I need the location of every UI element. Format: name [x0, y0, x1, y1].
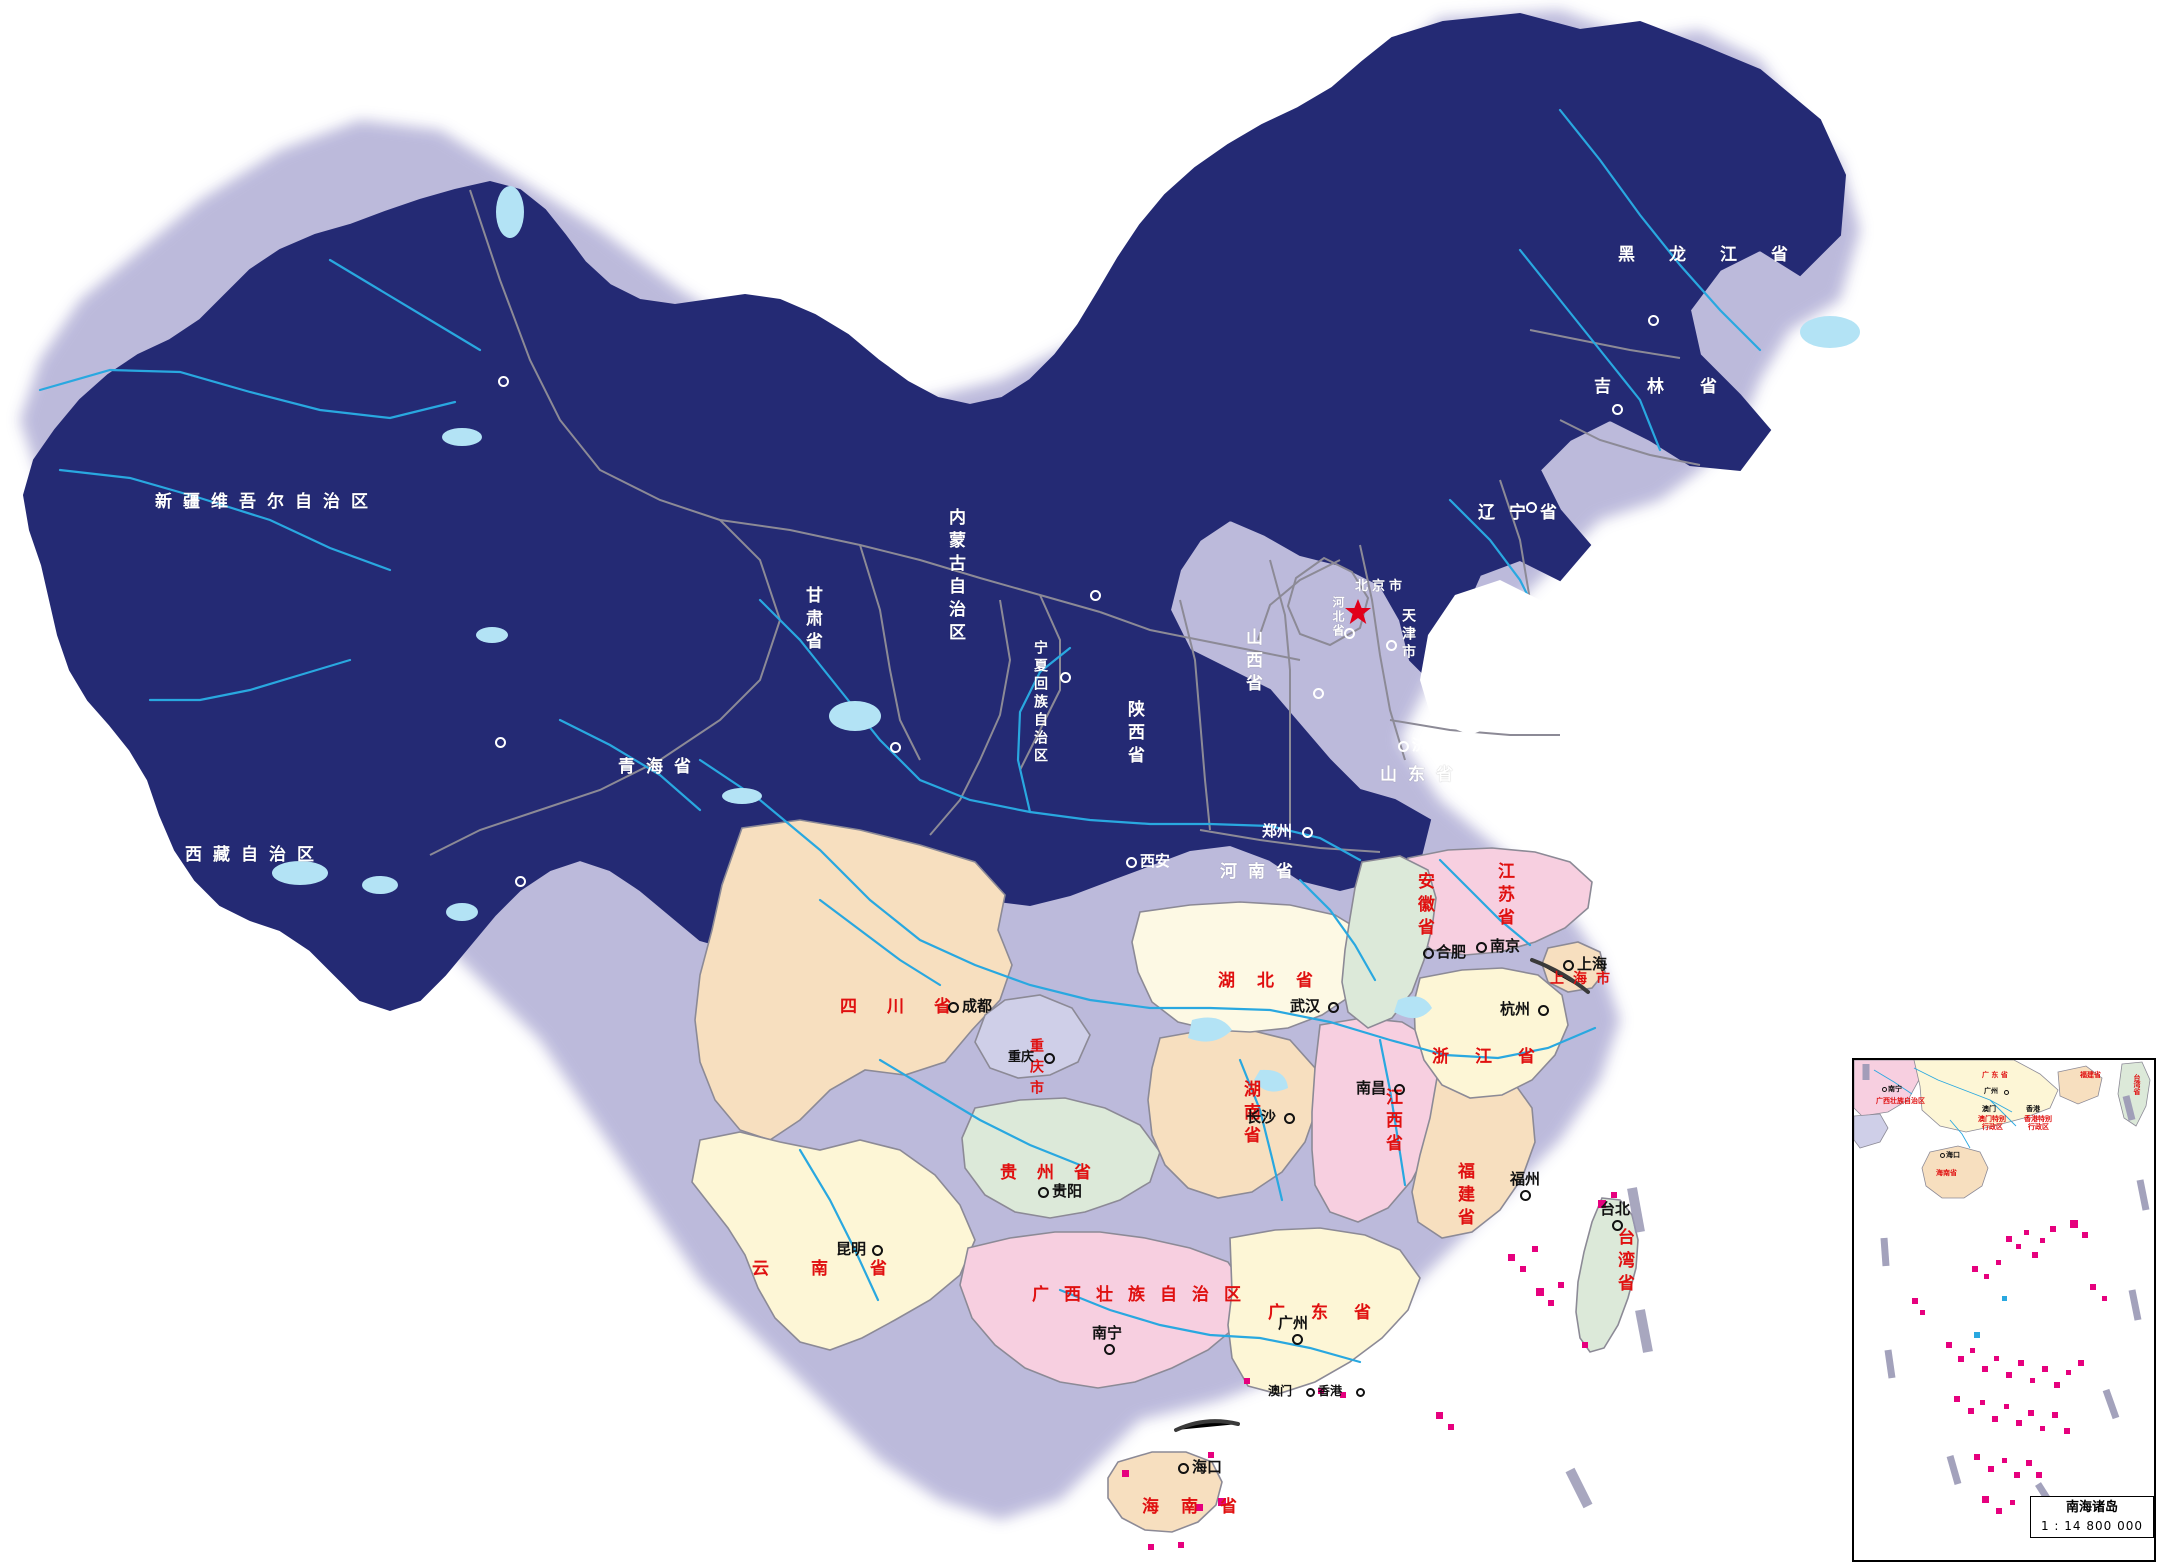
city-marker-xining — [495, 737, 506, 748]
island-taiwan — [1575, 1197, 1639, 1353]
province-sichuan — [694, 819, 1013, 1141]
island-hainan — [1107, 1451, 1223, 1533]
inset-label-guangdong: 广 东 省 — [1982, 1071, 2008, 1079]
inset-label-macau: 澳门 — [1982, 1105, 1996, 1113]
city-marker-harbin — [1648, 315, 1659, 326]
city-marker-changchun — [1612, 404, 1623, 415]
inset-label-haikou: 海口 — [1946, 1151, 1960, 1159]
rivers-layer — [38, 108, 1762, 1364]
city-marker-taipei — [1612, 1220, 1623, 1231]
city-marker-changsha — [1284, 1113, 1295, 1124]
inset-marker-haikou — [1940, 1153, 1945, 1158]
southern-provinces-layer — [691, 819, 1639, 1533]
inset-title-text: 南海诸岛 — [2065, 1500, 2118, 1515]
inset-marker-guangzhou — [2004, 1090, 2009, 1095]
inset-label-hainan: 海南省 — [1936, 1169, 1957, 1177]
city-marker-yinchuan — [1060, 672, 1071, 683]
inset-scale-text: 1 : 14 800 000 — [2040, 1518, 2143, 1533]
city-marker-guiyang — [1038, 1187, 1049, 1198]
province-hubei — [1131, 901, 1373, 1033]
inset-label-hongkong: 香港 — [2026, 1105, 2040, 1113]
inset-marker-nanning — [1882, 1087, 1887, 1092]
city-marker-xian — [1126, 857, 1137, 868]
islets-layer — [1122, 1192, 1617, 1550]
city-marker-hangzhou — [1538, 1005, 1549, 1016]
city-marker-nanning — [1104, 1344, 1115, 1355]
inset-label-guangxi: 广西壮族自治区 — [1876, 1097, 1925, 1105]
city-marker-shijiazhuang — [1344, 628, 1355, 639]
city-marker-shenyang — [1526, 502, 1537, 513]
sea-layer — [1420, 580, 1560, 735]
province-anhui — [1341, 855, 1437, 1029]
inset-label-taiwan: 台湾省 — [2133, 1074, 2141, 1095]
city-marker-urumqi — [498, 376, 509, 387]
city-marker-tianjin — [1386, 640, 1397, 651]
inset-label-guangzhou: 广州 — [1984, 1087, 1998, 1095]
inset-label-macau-sar: 澳门特别 — [1978, 1115, 2006, 1123]
city-marker-zhengzhou — [1302, 827, 1313, 838]
city-marker-chengdu — [948, 1002, 959, 1013]
province-chongqing — [974, 994, 1091, 1079]
inset-vector-layer — [1854, 1060, 2151, 1514]
city-marker-fuzhou — [1520, 1190, 1531, 1201]
inset-label-hongkong-sar-2: 行政区 — [2028, 1123, 2049, 1131]
city-marker-lhasa — [515, 876, 526, 887]
province-boundaries-north — [429, 189, 1701, 856]
province-zhejiang — [1413, 967, 1569, 1099]
city-marker-taiyuan — [1313, 688, 1324, 699]
city-marker-kunming — [872, 1245, 883, 1256]
city-marker-nanjing — [1476, 942, 1487, 953]
maritime-boundary-dashes — [1174, 958, 1653, 1509]
inset-label-fujian: 福建省 — [2080, 1071, 2101, 1079]
city-marker-shanghai — [1563, 960, 1574, 971]
city-marker-haikou — [1178, 1463, 1189, 1474]
northern-provinces-landmass — [22, 12, 1847, 1012]
city-marker-guangzhou — [1292, 1334, 1303, 1345]
city-marker-hohhot — [1090, 590, 1101, 601]
inset-label-hongkong-sar: 香港特别 — [2024, 1115, 2052, 1123]
city-marker-hongkong — [1356, 1388, 1365, 1397]
province-yunnan — [691, 1131, 976, 1351]
inset-label-macau-sar-2: 行政区 — [1982, 1123, 2003, 1131]
province-guangxi — [959, 1231, 1249, 1389]
inset-label-nanning: 南宁 — [1888, 1085, 1902, 1093]
city-marker-nanchang — [1394, 1084, 1405, 1095]
lakes-layer — [272, 186, 1860, 1092]
city-marker-macau — [1306, 1388, 1315, 1397]
city-marker-chongqing — [1044, 1053, 1055, 1064]
city-marker-jinan — [1398, 741, 1409, 752]
province-guangdong — [1227, 1227, 1421, 1395]
south-china-sea-inset: 南宁 广西壮族自治区 广 东 省 广州 澳门 香港 澳门特别 行政区 香港特别 … — [1852, 1058, 2156, 1562]
inset-title-box: 南海诸岛 1 : 14 800 000 — [2030, 1496, 2154, 1539]
city-marker-lanzhou — [890, 742, 901, 753]
city-marker-hefei — [1423, 948, 1434, 959]
city-marker-wuhan — [1328, 1002, 1339, 1013]
